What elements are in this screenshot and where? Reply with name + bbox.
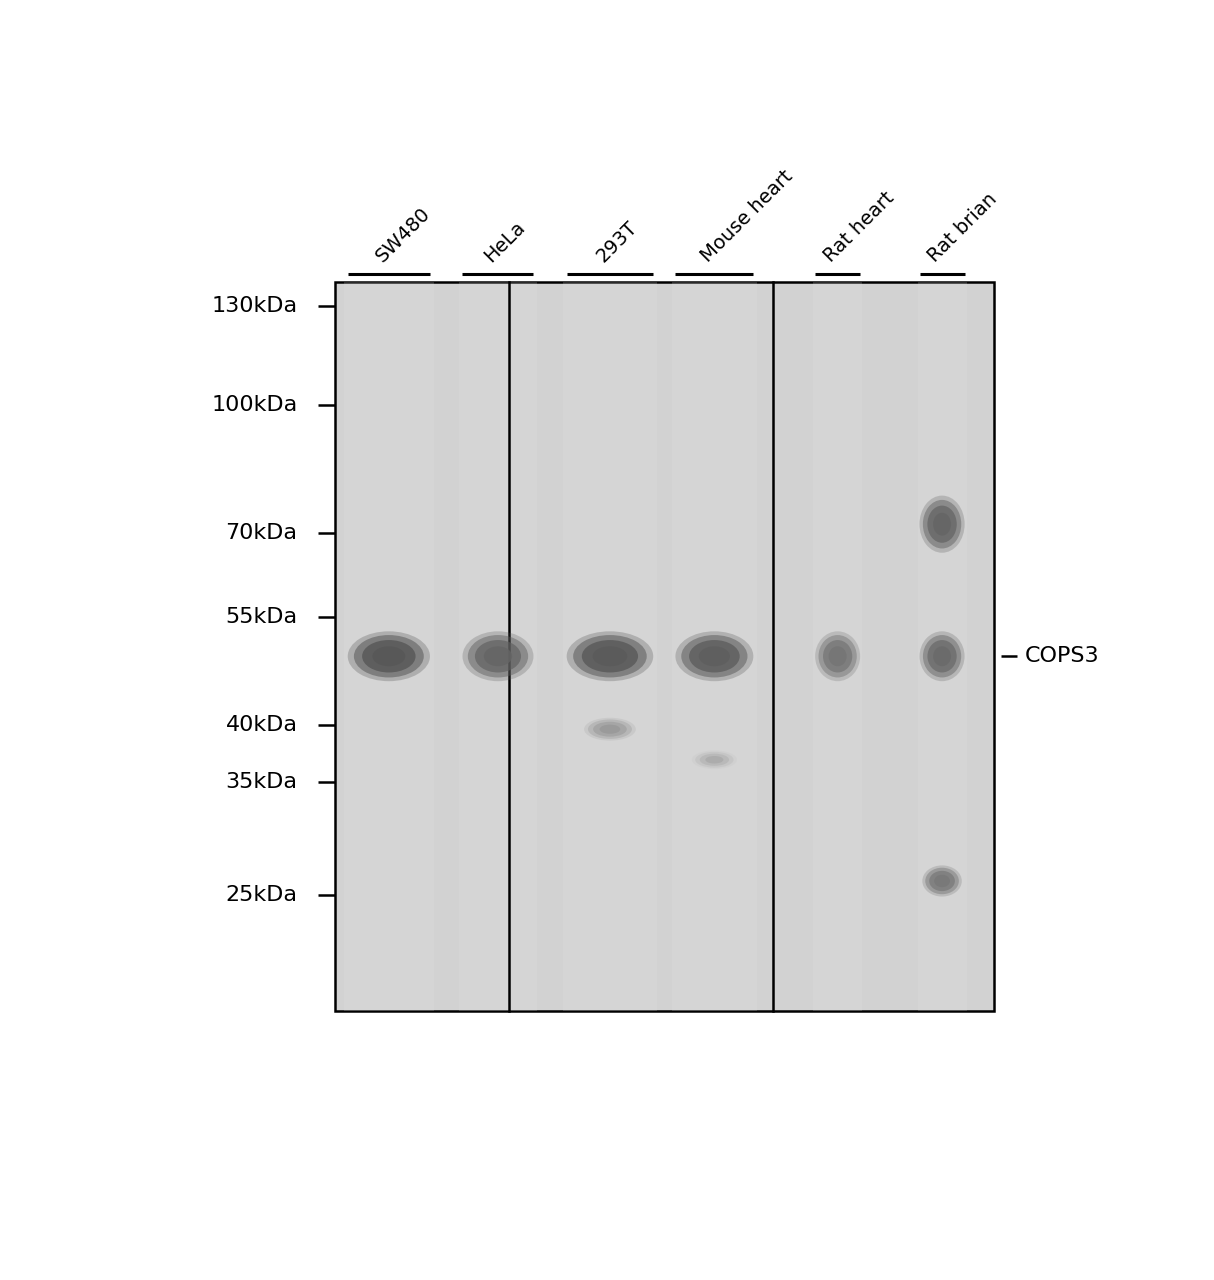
Ellipse shape xyxy=(588,719,632,739)
Ellipse shape xyxy=(690,640,739,672)
Ellipse shape xyxy=(600,724,620,733)
Ellipse shape xyxy=(815,631,861,681)
Ellipse shape xyxy=(925,868,959,895)
Bar xyxy=(344,282,433,1011)
Ellipse shape xyxy=(567,631,653,681)
Text: 35kDa: 35kDa xyxy=(226,772,297,792)
Ellipse shape xyxy=(584,718,636,741)
Ellipse shape xyxy=(373,646,405,666)
Ellipse shape xyxy=(927,640,957,672)
Text: Mouse heart: Mouse heart xyxy=(697,166,796,266)
Ellipse shape xyxy=(919,631,965,681)
Ellipse shape xyxy=(484,646,512,666)
Text: 55kDa: 55kDa xyxy=(226,607,297,627)
Text: 130kDa: 130kDa xyxy=(211,297,297,316)
Text: Rat brian: Rat brian xyxy=(925,189,1002,266)
Bar xyxy=(673,282,756,1011)
Ellipse shape xyxy=(934,513,951,535)
Ellipse shape xyxy=(818,635,857,677)
Bar xyxy=(335,282,994,1011)
Text: HeLa: HeLa xyxy=(481,218,529,266)
Ellipse shape xyxy=(929,870,955,891)
Text: 293T: 293T xyxy=(592,218,641,266)
Ellipse shape xyxy=(692,750,737,769)
Text: 70kDa: 70kDa xyxy=(226,524,297,543)
Text: 25kDa: 25kDa xyxy=(226,884,297,905)
Ellipse shape xyxy=(347,631,430,681)
Bar xyxy=(563,282,657,1011)
Bar xyxy=(813,282,862,1011)
Ellipse shape xyxy=(699,754,730,765)
Text: Rat heart: Rat heart xyxy=(821,188,898,266)
Text: COPS3: COPS3 xyxy=(1025,646,1100,667)
Ellipse shape xyxy=(362,640,415,672)
Ellipse shape xyxy=(919,495,965,553)
Ellipse shape xyxy=(582,640,639,672)
Ellipse shape xyxy=(354,635,424,677)
Ellipse shape xyxy=(463,631,533,681)
Ellipse shape xyxy=(696,751,733,768)
Ellipse shape xyxy=(705,756,724,763)
Ellipse shape xyxy=(681,635,748,677)
Text: 40kDa: 40kDa xyxy=(226,716,297,735)
Ellipse shape xyxy=(573,635,647,677)
Ellipse shape xyxy=(592,646,628,666)
Ellipse shape xyxy=(923,865,961,896)
Ellipse shape xyxy=(594,722,626,736)
Text: SW480: SW480 xyxy=(371,204,433,266)
Bar xyxy=(459,282,537,1011)
Ellipse shape xyxy=(467,635,528,677)
Ellipse shape xyxy=(699,646,730,666)
Ellipse shape xyxy=(927,506,957,543)
Ellipse shape xyxy=(675,631,754,681)
Ellipse shape xyxy=(475,640,521,672)
Bar xyxy=(918,282,966,1011)
Ellipse shape xyxy=(823,640,852,672)
Ellipse shape xyxy=(934,874,951,887)
Text: 100kDa: 100kDa xyxy=(211,396,297,415)
Ellipse shape xyxy=(923,635,961,677)
Ellipse shape xyxy=(829,646,846,666)
Ellipse shape xyxy=(923,500,961,548)
Ellipse shape xyxy=(934,646,951,666)
